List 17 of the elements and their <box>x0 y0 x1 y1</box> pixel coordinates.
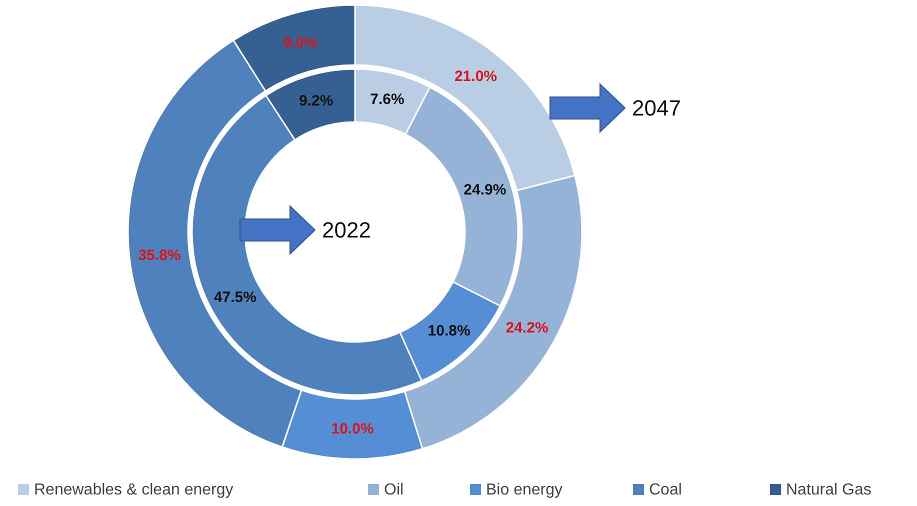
legend-label: Bio energy <box>486 482 562 498</box>
data-label: 24.9% <box>464 182 506 199</box>
legend-label: Coal <box>649 482 682 498</box>
data-label: 9.0% <box>282 34 318 52</box>
legend-label: Renewables & clean energy <box>34 482 234 498</box>
data-label: 10.8% <box>428 322 470 340</box>
data-label: 10.0% <box>331 420 374 438</box>
data-label: 35.8% <box>138 246 181 264</box>
legend-label: 2022 <box>322 218 371 242</box>
data-label: 24.2% <box>506 319 548 336</box>
legend-label: Oil <box>384 482 404 498</box>
data-label: 21.0% <box>454 68 498 85</box>
legend-label: 2047 <box>632 96 681 120</box>
data-label: 9.2% <box>298 92 334 110</box>
data-label: 47.5% <box>214 288 256 306</box>
data-label: 7.6% <box>370 90 404 108</box>
legend-label: Natural Gas <box>786 482 872 498</box>
